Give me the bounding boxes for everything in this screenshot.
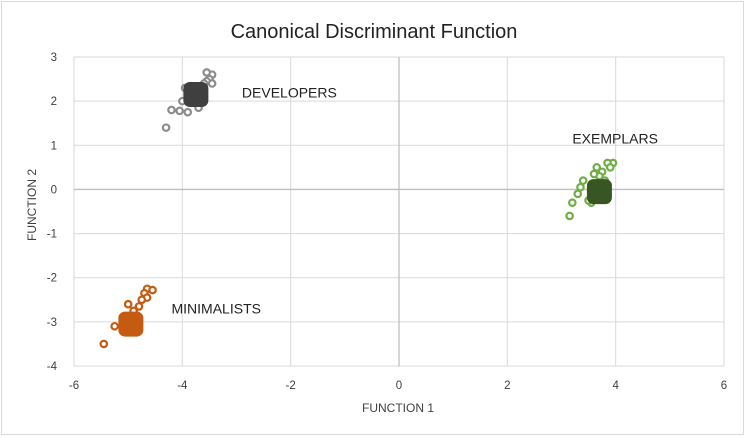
minimalists-point [110,321,119,331]
exemplars-point [589,169,599,179]
y-tick-label: -4 [47,361,58,373]
x-tick-label: -2 [286,380,296,392]
y-tick-label: -1 [47,229,57,241]
y-tick-label: -2 [47,273,57,285]
minimalists-point [134,302,144,311]
x-tick-label: 6 [721,380,727,392]
developers-point [202,68,212,77]
minimalists-label: MINIMALISTS [172,301,261,317]
exemplars-point [605,163,615,172]
x-tick-label: -6 [69,380,79,392]
minimalists-point [148,285,157,295]
developers-label: DEVELOPERS [242,84,337,100]
exemplars-point [578,176,588,185]
tick-labels: -6 -4 -2 0 2 4 6 3 2 1 0 -1 -2 -3 -4 [47,52,727,392]
developers-point [175,106,184,116]
exemplars-point [576,182,585,192]
developers-centroid [183,82,209,108]
exemplars-point [565,211,574,221]
x-tick-label: 4 [612,380,619,392]
developers-point [161,123,171,132]
minimalists-centroid [118,311,144,337]
data-points [99,68,618,349]
x-tick-label: 2 [504,380,510,392]
minimalists-point [99,339,109,349]
y-tick-label: 3 [51,52,57,64]
x-axis-label: FUNCTION 1 [362,401,434,415]
x-tick-label: 0 [396,380,402,392]
minimalists-point [123,299,133,309]
developers-point [167,105,176,115]
exemplars-point [568,198,577,207]
exemplars-point [592,163,602,172]
x-tick-label: -4 [177,380,188,392]
developers-point [207,79,217,88]
exemplars-point [573,189,583,199]
minimalists-point [137,295,147,305]
axes [74,57,724,366]
chart-title: Canonical Discriminant Function [231,21,518,43]
y-axis-label: FUNCTION 2 [25,169,39,241]
y-tick-label: -3 [47,317,57,329]
y-tick-label: 2 [51,96,57,108]
developers-point [183,107,193,117]
y-tick-label: 1 [51,140,57,152]
group-labels: DEVELOPERS EXEMPLARS MINIMALISTS [172,84,658,316]
exemplars-label: EXEMPLARS [572,131,658,147]
exemplars-centroid [586,179,612,205]
y-tick-label: 0 [51,184,57,196]
